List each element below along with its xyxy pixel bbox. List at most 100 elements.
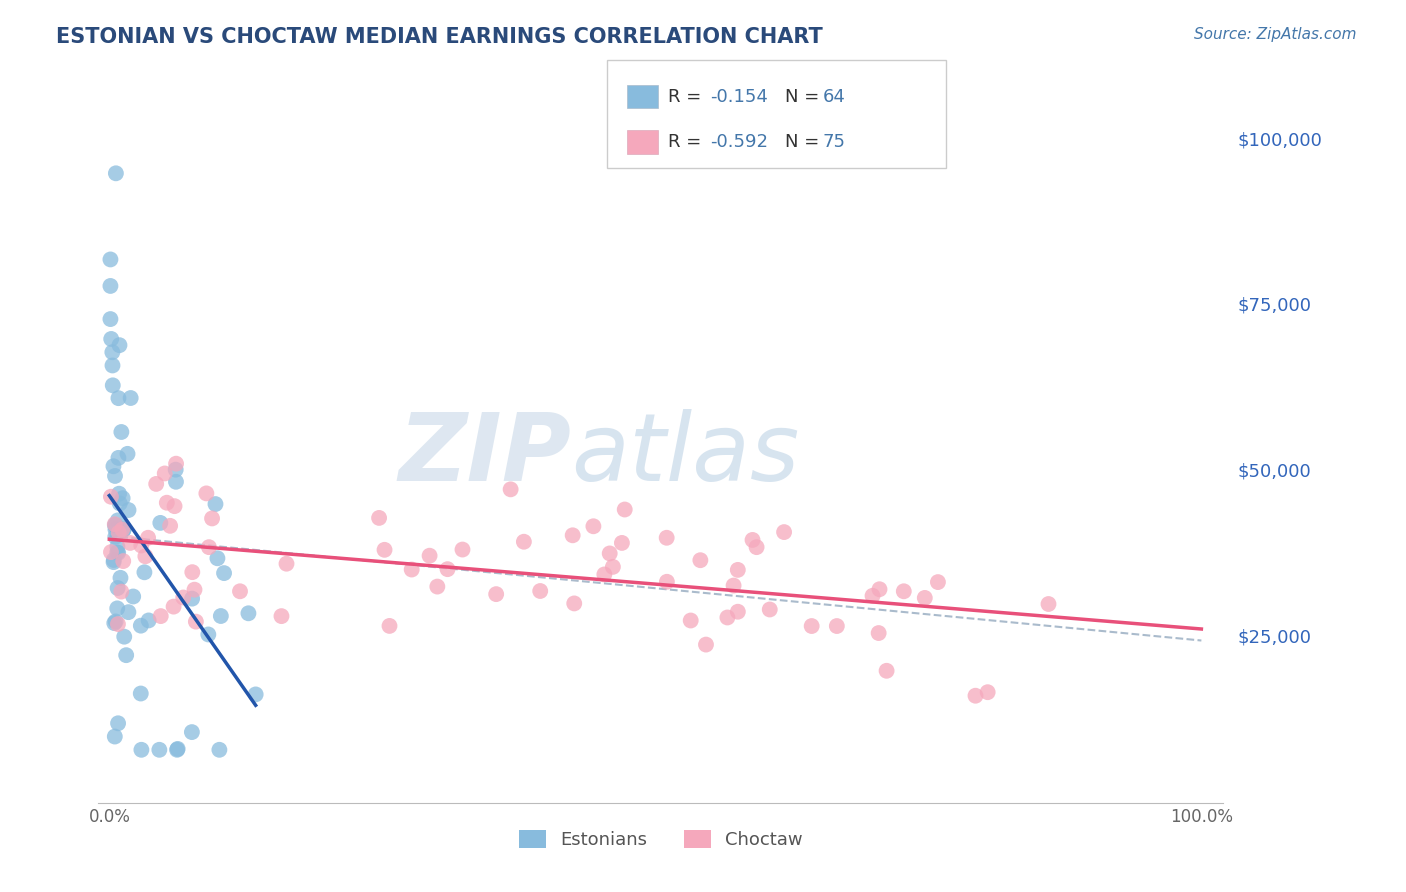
Point bbox=[162, 599, 184, 614]
Point bbox=[163, 499, 186, 513]
Point bbox=[209, 609, 232, 624]
Point bbox=[100, 252, 122, 267]
Point bbox=[201, 511, 224, 525]
Point bbox=[111, 491, 134, 506]
Point bbox=[197, 627, 219, 641]
Point bbox=[104, 166, 127, 180]
Point bbox=[104, 517, 127, 532]
Point bbox=[862, 589, 884, 603]
Point bbox=[129, 686, 152, 700]
Point bbox=[679, 614, 702, 628]
Point bbox=[689, 553, 711, 567]
Point bbox=[741, 533, 763, 547]
Point bbox=[149, 516, 172, 530]
Point bbox=[129, 618, 152, 632]
Point bbox=[100, 332, 122, 346]
Point bbox=[110, 584, 132, 599]
Point bbox=[122, 590, 145, 604]
Point bbox=[655, 531, 678, 545]
Point bbox=[105, 545, 128, 559]
Point bbox=[104, 530, 127, 544]
Point bbox=[183, 582, 205, 597]
Point bbox=[602, 559, 624, 574]
Point bbox=[105, 601, 128, 615]
Point bbox=[695, 638, 717, 652]
Text: atlas: atlas bbox=[571, 409, 799, 500]
Point bbox=[451, 542, 474, 557]
Point bbox=[613, 502, 636, 516]
Point bbox=[561, 528, 583, 542]
Point bbox=[485, 587, 508, 601]
Text: $100,000: $100,000 bbox=[1237, 131, 1322, 149]
Point bbox=[105, 540, 128, 554]
Point bbox=[165, 457, 187, 471]
Text: R =: R = bbox=[668, 88, 707, 106]
Point bbox=[117, 503, 139, 517]
Point bbox=[101, 378, 124, 392]
Point bbox=[825, 619, 848, 633]
Text: R =: R = bbox=[668, 133, 707, 151]
Point bbox=[112, 630, 135, 644]
Text: ZIP: ZIP bbox=[398, 409, 571, 501]
Point bbox=[100, 490, 122, 504]
Point bbox=[120, 536, 142, 550]
Point bbox=[914, 591, 936, 605]
Point bbox=[419, 549, 441, 563]
Point bbox=[368, 511, 391, 525]
Point bbox=[107, 525, 129, 540]
Point bbox=[727, 605, 749, 619]
Point bbox=[204, 497, 226, 511]
Point bbox=[373, 542, 395, 557]
Point bbox=[107, 716, 129, 731]
Point bbox=[108, 496, 131, 510]
Point bbox=[499, 483, 522, 497]
Point bbox=[104, 730, 127, 744]
Point bbox=[723, 578, 745, 592]
Point bbox=[129, 539, 152, 553]
Point bbox=[107, 546, 129, 560]
Point bbox=[112, 523, 135, 537]
Text: 64: 64 bbox=[823, 88, 845, 106]
Point bbox=[115, 648, 138, 663]
Point bbox=[599, 546, 621, 560]
Point bbox=[104, 523, 127, 537]
Point bbox=[134, 549, 156, 564]
Point bbox=[229, 584, 252, 599]
Point bbox=[893, 584, 915, 599]
Point bbox=[145, 477, 167, 491]
Point bbox=[276, 557, 298, 571]
Point bbox=[593, 567, 616, 582]
Point bbox=[107, 581, 129, 595]
Text: N =: N = bbox=[785, 133, 824, 151]
Point bbox=[107, 450, 129, 465]
Point bbox=[610, 536, 633, 550]
Point bbox=[976, 685, 998, 699]
Point bbox=[107, 617, 129, 632]
Point bbox=[104, 519, 127, 533]
Point bbox=[207, 551, 229, 566]
Point bbox=[758, 602, 780, 616]
Point bbox=[212, 566, 235, 580]
Text: Source: ZipAtlas.com: Source: ZipAtlas.com bbox=[1194, 27, 1357, 42]
Point bbox=[655, 574, 678, 589]
Point bbox=[104, 517, 127, 532]
Text: $75,000: $75,000 bbox=[1237, 297, 1312, 315]
Point bbox=[103, 616, 125, 631]
Point bbox=[166, 742, 188, 756]
Point bbox=[110, 571, 132, 585]
Point bbox=[198, 540, 221, 554]
Point bbox=[184, 615, 207, 629]
Point bbox=[111, 523, 134, 537]
Point bbox=[103, 553, 125, 567]
Point bbox=[436, 562, 458, 576]
Point bbox=[582, 519, 605, 533]
Point bbox=[107, 513, 129, 527]
Point bbox=[876, 664, 898, 678]
Point bbox=[108, 486, 131, 500]
Point bbox=[153, 467, 176, 481]
Point bbox=[112, 522, 135, 536]
Point bbox=[513, 534, 536, 549]
Text: -0.154: -0.154 bbox=[710, 88, 768, 106]
Point bbox=[927, 575, 949, 590]
Point bbox=[112, 554, 135, 568]
